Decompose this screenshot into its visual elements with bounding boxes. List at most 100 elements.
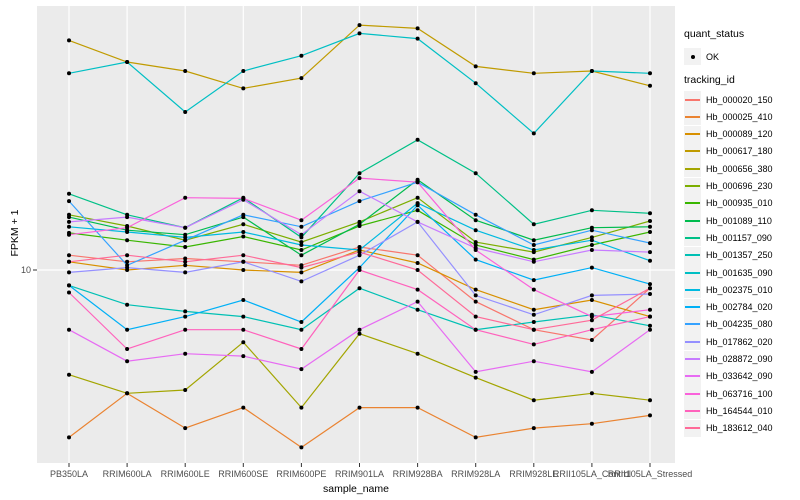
data-point[interactable] <box>589 243 594 247</box>
data-point[interactable] <box>531 71 536 76</box>
data-point[interactable] <box>241 253 246 258</box>
data-point[interactable] <box>241 327 246 332</box>
data-point[interactable] <box>299 347 304 351</box>
data-point[interactable] <box>531 426 536 431</box>
data-point[interactable] <box>531 238 536 243</box>
data-point[interactable] <box>67 191 71 196</box>
data-point[interactable] <box>67 259 71 264</box>
data-point[interactable] <box>589 248 594 252</box>
data-point[interactable] <box>241 259 246 264</box>
data-point[interactable] <box>125 347 130 351</box>
data-point[interactable] <box>648 282 652 287</box>
data-point[interactable] <box>473 299 478 304</box>
data-point[interactable] <box>589 318 594 323</box>
data-point[interactable] <box>531 248 536 252</box>
data-point[interactable] <box>357 331 362 336</box>
data-point[interactable] <box>67 232 71 237</box>
data-point[interactable] <box>473 369 478 374</box>
data-point[interactable] <box>67 372 71 377</box>
data-point[interactable] <box>241 222 246 227</box>
data-point[interactable] <box>67 38 71 43</box>
data-point[interactable] <box>125 302 130 307</box>
data-point[interactable] <box>67 435 71 440</box>
data-point[interactable] <box>241 69 246 73</box>
data-point[interactable] <box>183 225 188 230</box>
data-point[interactable] <box>415 253 420 258</box>
data-point[interactable] <box>241 314 246 319</box>
data-point[interactable] <box>648 250 652 255</box>
data-point[interactable] <box>241 354 246 359</box>
data-point[interactable] <box>415 203 420 208</box>
data-point[interactable] <box>648 258 652 263</box>
data-point[interactable] <box>299 367 304 372</box>
data-point[interactable] <box>183 388 188 392</box>
data-point[interactable] <box>357 189 362 194</box>
data-point[interactable] <box>67 219 71 224</box>
data-point[interactable] <box>357 327 362 332</box>
data-point[interactable] <box>125 238 130 243</box>
legend-item-Hb_000617_180[interactable]: Hb_000617_180 <box>684 142 773 160</box>
data-point[interactable] <box>531 287 536 292</box>
data-point[interactable] <box>357 199 362 204</box>
data-point[interactable] <box>125 215 130 220</box>
data-point[interactable] <box>531 131 536 136</box>
data-point[interactable] <box>67 283 71 288</box>
legend-item-Hb_063716_100[interactable]: Hb_063716_100 <box>684 385 773 403</box>
data-point[interactable] <box>125 359 130 364</box>
data-point[interactable] <box>531 259 536 264</box>
data-point[interactable] <box>299 279 304 284</box>
data-point[interactable] <box>241 298 246 302</box>
legend-item-Hb_002375_010[interactable]: Hb_002375_010 <box>684 281 773 299</box>
data-point[interactable] <box>299 224 304 229</box>
data-point[interactable] <box>183 314 188 319</box>
data-point[interactable] <box>299 248 304 252</box>
data-point[interactable] <box>299 232 304 237</box>
data-point[interactable] <box>648 398 652 403</box>
data-point[interactable] <box>357 222 362 227</box>
data-point[interactable] <box>648 224 652 229</box>
data-point[interactable] <box>183 426 188 431</box>
legend-item-Hb_000025_410[interactable]: Hb_000025_410 <box>684 108 773 126</box>
data-point[interactable] <box>648 230 652 234</box>
data-point[interactable] <box>357 253 362 258</box>
data-point[interactable] <box>299 270 304 275</box>
data-point[interactable] <box>299 243 304 247</box>
data-point[interactable] <box>67 199 71 204</box>
data-point[interactable] <box>67 253 71 258</box>
data-point[interactable] <box>241 340 246 345</box>
data-point[interactable] <box>648 211 652 216</box>
legend-item-Hb_000089_120[interactable]: Hb_000089_120 <box>684 125 773 143</box>
data-point[interactable] <box>589 228 594 233</box>
legend-item-Hb_001357_250[interactable]: Hb_001357_250 <box>684 246 773 264</box>
data-point[interactable] <box>299 253 304 258</box>
data-point[interactable] <box>473 257 478 262</box>
data-point[interactable] <box>415 36 420 41</box>
data-point[interactable] <box>473 375 478 380</box>
data-point[interactable] <box>183 270 188 275</box>
data-point[interactable] <box>241 268 246 272</box>
data-point[interactable] <box>531 278 536 283</box>
data-point[interactable] <box>183 351 188 356</box>
data-point[interactable] <box>531 398 536 403</box>
data-point[interactable] <box>589 338 594 342</box>
legend-item-Hb_001089_110[interactable]: Hb_001089_110 <box>684 212 772 230</box>
legend-item-Hb_001635_090[interactable]: Hb_001635_090 <box>684 264 773 281</box>
data-point[interactable] <box>299 320 304 324</box>
data-point[interactable] <box>415 299 420 304</box>
data-point[interactable] <box>589 238 594 243</box>
legend-item-Hb_183612_040[interactable]: Hb_183612_040 <box>684 419 773 437</box>
data-point[interactable] <box>241 234 246 239</box>
data-point[interactable] <box>415 261 420 265</box>
data-point[interactable] <box>125 225 130 230</box>
data-point[interactable] <box>589 298 594 302</box>
data-point[interactable] <box>648 292 652 296</box>
data-point[interactable] <box>473 293 478 298</box>
data-point[interactable] <box>415 219 420 224</box>
data-point[interactable] <box>415 137 420 142</box>
data-point[interactable] <box>357 31 362 36</box>
data-point[interactable] <box>648 413 652 418</box>
data-point[interactable] <box>241 196 246 201</box>
data-point[interactable] <box>648 307 652 312</box>
data-point[interactable] <box>415 208 420 213</box>
data-point[interactable] <box>241 86 246 91</box>
